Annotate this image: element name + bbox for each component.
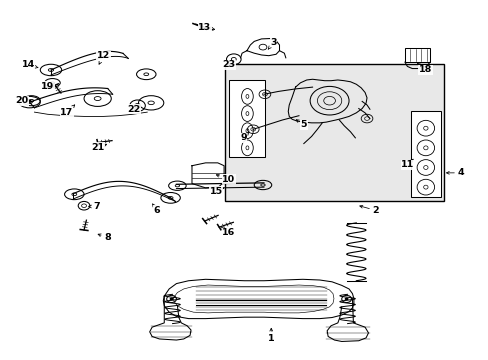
Bar [410, 111, 440, 197]
Text: 21: 21 [91, 143, 106, 152]
Text: 16: 16 [222, 228, 235, 237]
Circle shape [169, 297, 173, 300]
Text: 10: 10 [216, 174, 235, 184]
Text: 8: 8 [98, 233, 111, 242]
Text: 4: 4 [446, 168, 463, 177]
Text: 1: 1 [267, 328, 274, 343]
Text: 11: 11 [401, 159, 414, 170]
Bar [404, 48, 429, 62]
Text: 13: 13 [198, 23, 214, 32]
Text: 2: 2 [359, 205, 378, 215]
Text: 9: 9 [240, 132, 249, 142]
Bar [228, 80, 265, 157]
Text: 12: 12 [97, 51, 110, 64]
Text: 6: 6 [152, 204, 160, 215]
Text: 14: 14 [21, 60, 38, 69]
Text: 15: 15 [209, 187, 223, 196]
Text: 5: 5 [296, 120, 306, 129]
Text: 17: 17 [61, 105, 75, 117]
Text: 7: 7 [88, 202, 100, 211]
Text: 23: 23 [222, 60, 235, 69]
Text: 3: 3 [267, 38, 276, 49]
Text: 22: 22 [127, 105, 140, 114]
Text: 18: 18 [417, 63, 431, 75]
Circle shape [344, 297, 348, 300]
Text: 19: 19 [41, 82, 55, 91]
Bar [224, 64, 443, 202]
Text: 20: 20 [15, 96, 31, 105]
